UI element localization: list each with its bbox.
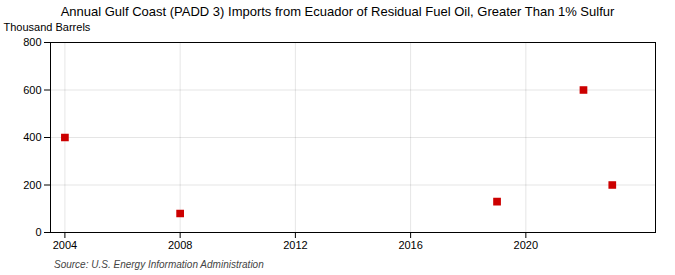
svg-text:2008: 2008 <box>168 239 192 251</box>
svg-text:0: 0 <box>35 226 41 238</box>
svg-text:400: 400 <box>23 131 41 143</box>
svg-text:Thousand Barrels: Thousand Barrels <box>4 21 91 33</box>
html-text:Source: U.S. Energy Informatio: Source: U.S. Energy Information Administ… <box>54 259 264 270</box>
svg-text:800: 800 <box>23 36 41 48</box>
svg-text:600: 600 <box>23 84 41 96</box>
svg-text:2012: 2012 <box>283 239 307 251</box>
svg-text:200: 200 <box>23 179 41 191</box>
svg-text:2016: 2016 <box>398 239 422 251</box>
svg-text:2004: 2004 <box>53 239 77 251</box>
svg-text:2020: 2020 <box>514 239 538 251</box>
html-text:Annual Gulf Coast (PADD 3) Imp: Annual Gulf Coast (PADD 3) Imports from … <box>60 4 615 19</box>
